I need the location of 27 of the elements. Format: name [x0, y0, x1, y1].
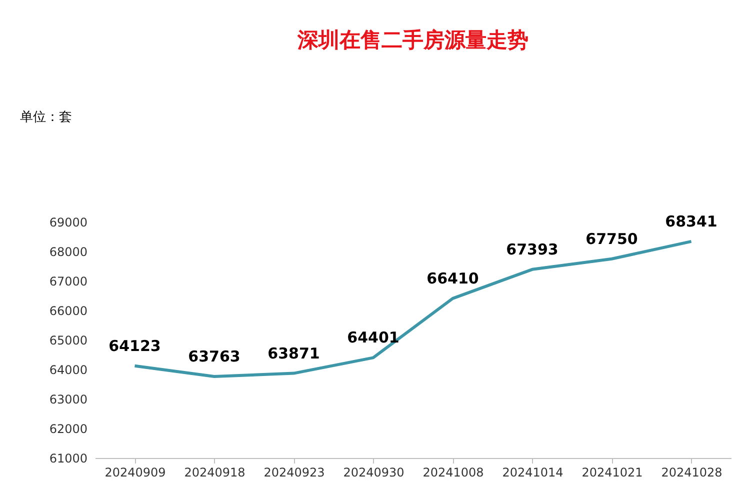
y-tick-label: 63000	[49, 392, 88, 406]
text: 单位：套	[20, 110, 72, 125]
x-tick-label: 20240930	[343, 466, 404, 480]
data-label: 64401	[347, 328, 400, 347]
data-label: 67393	[506, 240, 558, 258]
y-tick-label: 69000	[49, 216, 88, 230]
y-tick-label: 66000	[49, 304, 88, 318]
data-label: 66410	[426, 269, 479, 288]
y-tick-label: 64000	[49, 363, 88, 377]
data-label: 63763	[188, 347, 240, 366]
y-tick-label: 61000	[49, 452, 88, 466]
data-label: 63871	[268, 344, 320, 362]
x-tick-label: 20241008	[422, 466, 484, 480]
chart-title: 深圳在售二手房源量走势	[296, 27, 528, 52]
x-tick-label: 20240918	[184, 466, 246, 480]
x-tick-label: 20241014	[502, 466, 564, 480]
x-tick-label: 20240923	[264, 466, 325, 480]
y-tick-label: 68000	[49, 245, 88, 259]
y-tick-label: 67000	[49, 274, 88, 288]
y-tick-label: 65000	[49, 334, 88, 348]
x-tick-label: 20241028	[661, 466, 722, 480]
data-label: 67750	[586, 230, 638, 248]
data-label: 68341	[665, 212, 718, 230]
y-tick-label: 62000	[49, 422, 88, 436]
x-tick-label: 20240909	[104, 466, 166, 480]
x-tick-label: 20241021	[582, 466, 643, 480]
data-label: 64123	[108, 336, 161, 355]
